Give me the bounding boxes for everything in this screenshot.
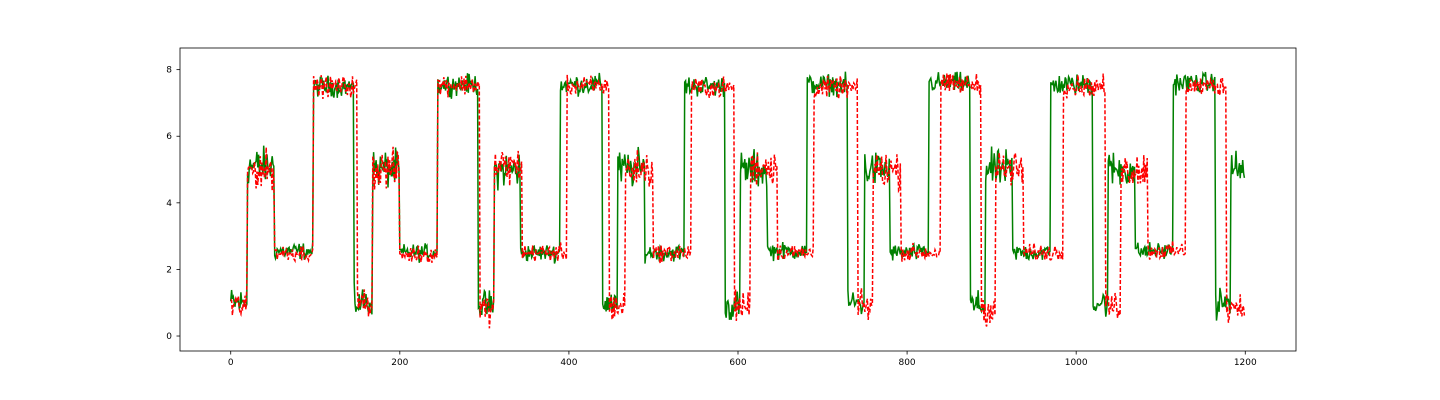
x-tick-label: 200	[391, 358, 408, 368]
series-line-2	[230, 73, 1246, 329]
axes: 0 200 400 600 800 1000 1200 0 2 4 6 8	[166, 47, 1297, 368]
y-tick-label: 4	[166, 199, 172, 209]
y-tick-label: 2	[166, 265, 172, 275]
y-tick-label: 0	[166, 332, 172, 342]
x-tick-label: 1000	[1065, 358, 1088, 368]
y-tick-label: 6	[166, 132, 172, 142]
x-tick-label: 1200	[1234, 358, 1257, 368]
series-layer	[229, 70, 1246, 329]
y-tick-label: 8	[166, 66, 172, 76]
x-tick-label: 0	[228, 358, 234, 368]
series-line-1	[229, 70, 1246, 321]
x-tick-label: 400	[560, 358, 577, 368]
x-tick-label: 800	[898, 358, 915, 368]
x-tick-label: 600	[729, 358, 746, 368]
